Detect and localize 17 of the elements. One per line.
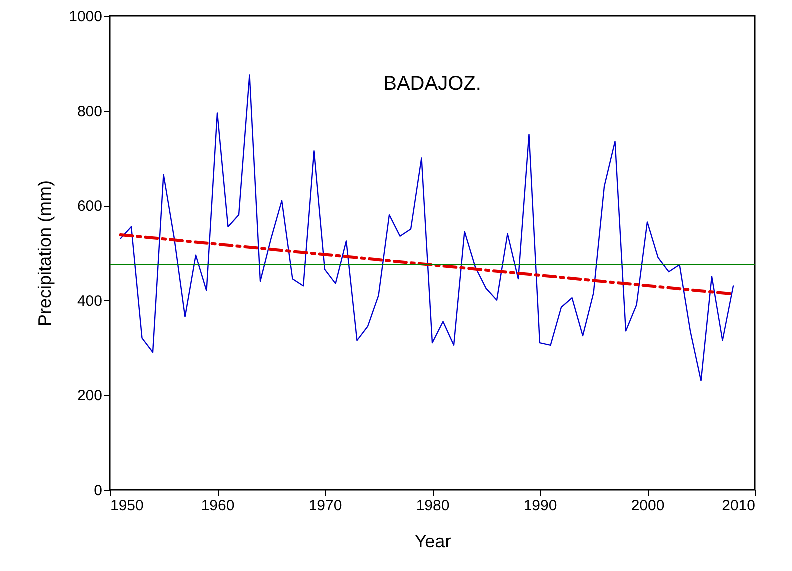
x-tick-label: 1970 bbox=[308, 498, 342, 514]
y-tick-label: 400 bbox=[77, 292, 102, 310]
x-axis-title: Year bbox=[414, 532, 452, 552]
x-tick-label: 1960 bbox=[201, 498, 235, 514]
x-tick-label: 1950 bbox=[110, 498, 144, 514]
x-tick-label: 2010 bbox=[722, 498, 756, 514]
text: BADAJOZ. bbox=[384, 73, 482, 95]
x-tick-label: 1980 bbox=[416, 498, 450, 514]
x-tick-label: 2000 bbox=[631, 498, 665, 514]
y-tick-label: 0 bbox=[94, 482, 102, 500]
y-tick-label: 600 bbox=[77, 198, 102, 216]
y-axis-title: Precipitation (mm) bbox=[35, 180, 56, 327]
y-tick-label: 800 bbox=[77, 103, 102, 120]
x-tick-label: 1990 bbox=[524, 498, 558, 514]
y-tick-label: 1000 bbox=[69, 8, 102, 26]
line-series bbox=[120, 74, 734, 382]
y-tick-label: 200 bbox=[77, 388, 102, 405]
